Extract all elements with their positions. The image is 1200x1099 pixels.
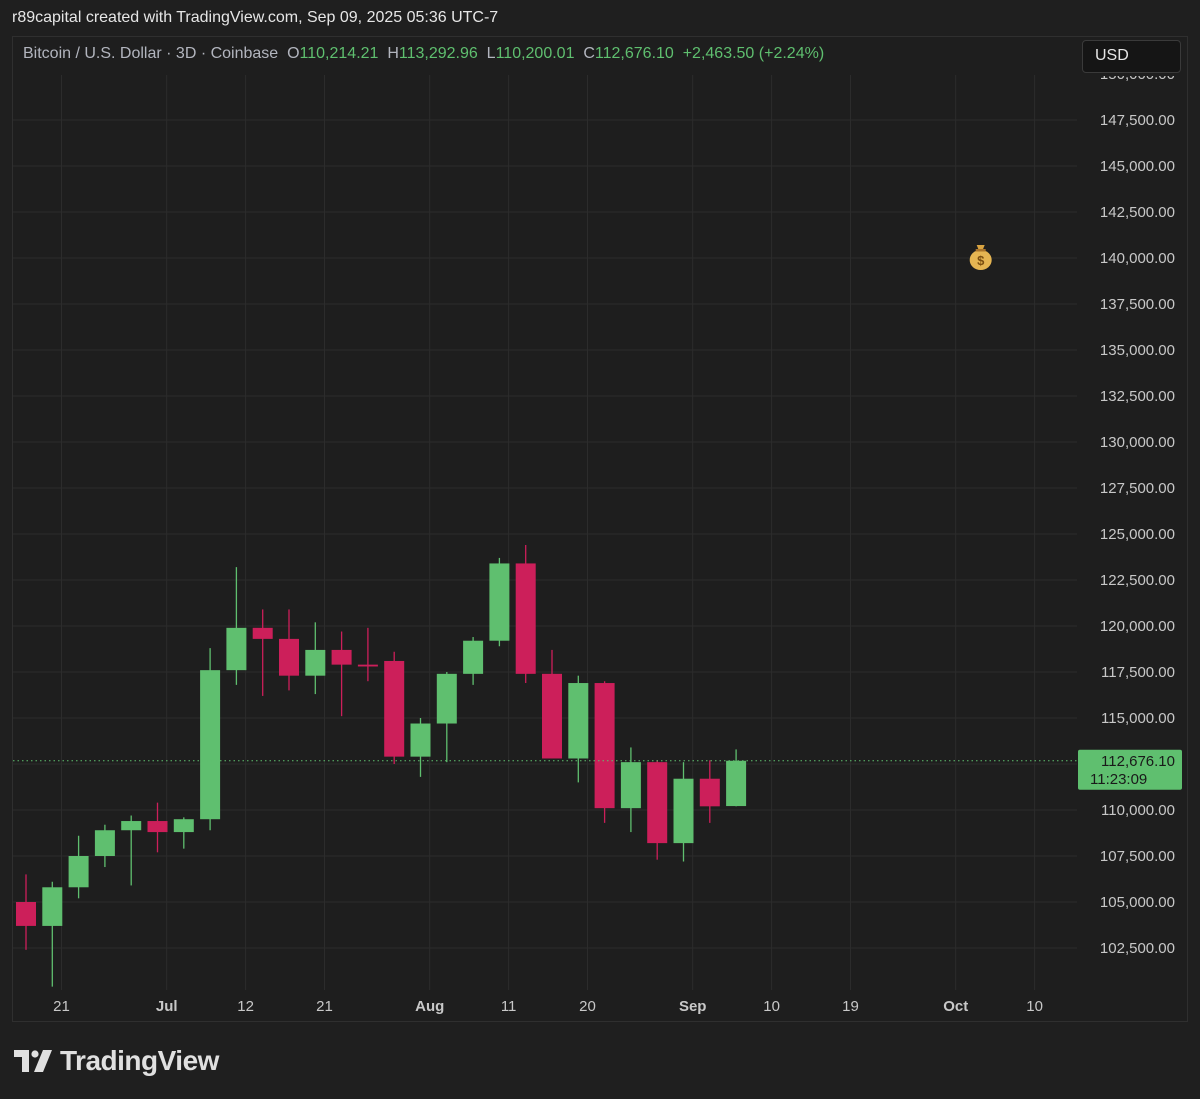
candle-body <box>542 673 562 759</box>
time-tick-label: 12 <box>237 998 254 1015</box>
time-tick-label: Jul <box>156 998 178 1015</box>
time-axis[interactable]: 21 Jul 12 21 Aug 11 20 Sep 10 19 Oct 10 <box>53 998 1043 1015</box>
price-tick-label: 102,500.00 <box>1100 940 1175 957</box>
price-tick-label: 117,500.00 <box>1101 664 1175 681</box>
brand-name: TradingView <box>60 1045 219 1076</box>
high-value: 113,292.96 <box>398 45 478 62</box>
candle-body <box>68 856 89 888</box>
chart-frame[interactable] <box>12 36 1188 1022</box>
candle-body <box>726 760 747 807</box>
candle-body <box>436 673 457 724</box>
candle-body <box>331 649 352 665</box>
time-tick-label: 11 <box>501 998 517 1015</box>
time-tick-label: 21 <box>53 998 70 1015</box>
time-tick-label: 19 <box>842 998 859 1015</box>
candle-body <box>594 683 615 809</box>
currency-button[interactable]: USD <box>1082 40 1181 73</box>
price-axis[interactable]: 102,500.00 105,000.00 107,500.00 110,000.00… <box>1100 66 1175 957</box>
candle-body <box>147 821 168 833</box>
candle-body <box>620 762 641 809</box>
open-value: 110,214.21 <box>299 45 379 62</box>
candle-body <box>16 902 36 926</box>
change-value: +2,463.50 (+2.24%) <box>682 45 825 62</box>
price-tick-label: 137,500.00 <box>1100 296 1175 313</box>
time-tick-label: 10 <box>763 998 780 1015</box>
candle-body <box>305 649 326 676</box>
money-bag-neck <box>976 245 985 250</box>
price-tick-label: 115,000.00 <box>1101 710 1175 727</box>
candle-body <box>42 887 63 926</box>
price-tick-label: 145,000.00 <box>1100 158 1175 175</box>
candles-group <box>16 545 747 987</box>
open-label: O <box>287 45 300 62</box>
time-tick-label: 20 <box>579 998 596 1015</box>
candle-body <box>463 640 484 674</box>
symbol-legend: Bitcoin / U.S. Dollar · 3D · Coinbase O1… <box>23 45 824 63</box>
symbol-name: Bitcoin / U.S. Dollar · 3D · Coinbase <box>23 45 279 62</box>
low-value: 110,200.01 <box>495 45 575 62</box>
price-tick-label: 127,500.00 <box>1100 480 1175 497</box>
time-tick-label: Oct <box>943 998 968 1015</box>
attribution-header: r89capital created with TradingView.com,… <box>12 9 499 26</box>
price-tick-label: 142,500.00 <box>1100 204 1175 221</box>
low-label: L <box>486 45 496 62</box>
price-tick-label: 132,500.00 <box>1100 388 1175 405</box>
time-tick-label: Aug <box>415 998 444 1015</box>
close-label: C <box>583 45 595 62</box>
candle-body <box>357 664 378 667</box>
candle-body <box>673 778 694 844</box>
close-value: 112,676.10 <box>594 45 674 62</box>
last-price-label-box <box>1078 749 1182 790</box>
money-bag-body <box>969 250 992 270</box>
candle-body <box>489 563 510 641</box>
candle-body <box>173 819 194 833</box>
candle-body <box>384 660 405 757</box>
candle-body <box>121 821 142 831</box>
price-tick-label: 122,500.00 <box>1100 572 1175 589</box>
grid-lines <box>13 75 1077 990</box>
tradingview-logo-icon <box>14 1050 52 1072</box>
money-bag-icon: $ <box>969 245 992 270</box>
price-tick-label: 105,000.00 <box>1100 894 1175 911</box>
candle-body <box>252 627 273 639</box>
candle-body <box>94 830 115 856</box>
countdown-timer: 11:23:09 <box>1090 771 1147 788</box>
candle-body <box>279 638 299 676</box>
candle-body <box>568 683 589 759</box>
tradingview-logo[interactable]: TradingView <box>14 1044 219 1078</box>
candle-body <box>410 723 431 757</box>
money-bag-tie <box>975 249 986 252</box>
candle-body <box>647 762 668 844</box>
candle-body <box>200 670 221 820</box>
time-tick-label: 21 <box>316 998 333 1015</box>
price-tick-label: 107,500.00 <box>1100 848 1175 865</box>
price-tick-label: 110,000.00 <box>1101 802 1175 819</box>
time-tick-label: Sep <box>679 998 707 1015</box>
candle-body <box>226 627 247 671</box>
price-tick-label: 140,000.00 <box>1100 250 1175 267</box>
price-tick-label: 120,000.00 <box>1100 618 1175 635</box>
candle-body <box>515 563 536 674</box>
time-tick-label: 10 <box>1026 998 1043 1015</box>
last-price-value: 112,676.10 <box>1101 753 1175 770</box>
price-tick-label-clipped: 150,000.00 <box>1100 66 1175 83</box>
money-bag-symbol: $ <box>977 253 985 268</box>
high-label: H <box>387 45 399 62</box>
candle-body <box>699 778 720 807</box>
price-tick-label: 135,000.00 <box>1100 342 1175 359</box>
price-tick-label: 125,000.00 <box>1100 526 1175 543</box>
price-tick-label: 147,500.00 <box>1100 112 1175 129</box>
price-tick-label: 130,000.00 <box>1100 434 1175 451</box>
